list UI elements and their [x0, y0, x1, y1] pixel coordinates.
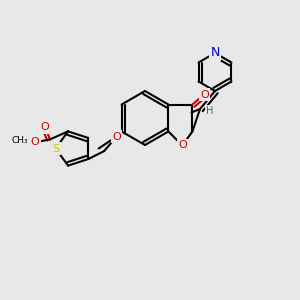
- Text: N: N: [210, 46, 220, 59]
- Text: S: S: [52, 143, 59, 154]
- Text: CH₃: CH₃: [12, 136, 28, 145]
- Text: O: O: [31, 137, 39, 147]
- Text: O: O: [112, 131, 121, 142]
- Text: H: H: [206, 106, 214, 116]
- Text: O: O: [41, 122, 50, 132]
- Text: O: O: [178, 140, 187, 151]
- Text: O: O: [200, 89, 209, 100]
